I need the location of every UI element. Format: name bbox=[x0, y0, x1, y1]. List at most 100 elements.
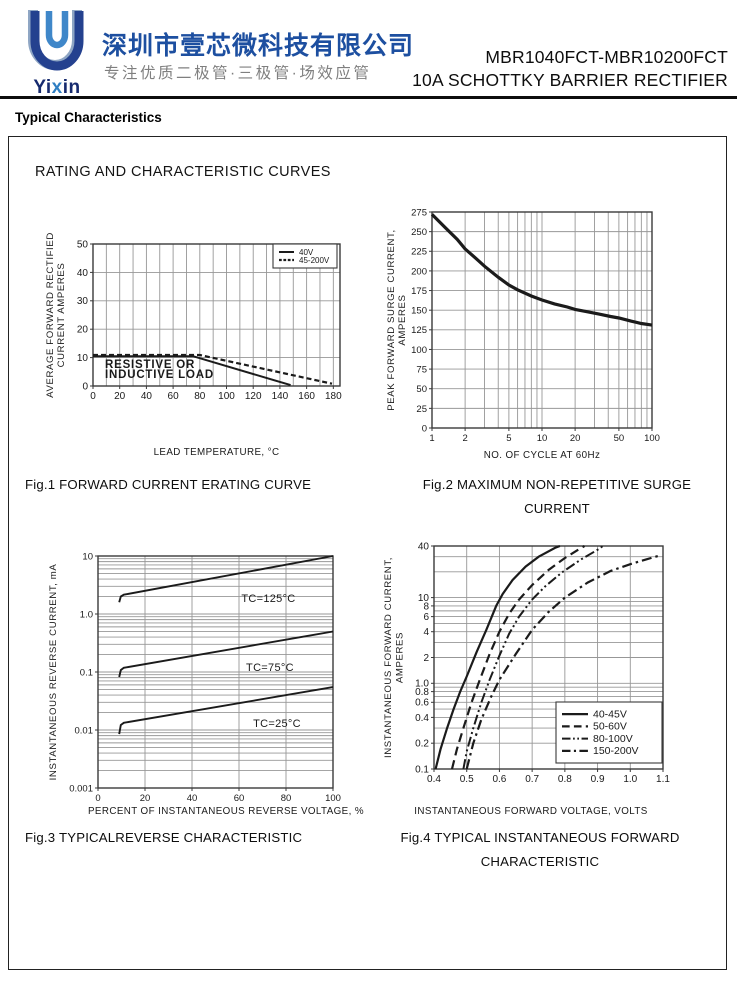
svg-text:40V: 40V bbox=[299, 248, 314, 257]
company-logo: Yixin bbox=[14, 8, 100, 106]
svg-text:40: 40 bbox=[187, 793, 198, 804]
svg-text:80: 80 bbox=[281, 793, 292, 804]
svg-text:0.01: 0.01 bbox=[75, 725, 94, 736]
svg-text:40-45V: 40-45V bbox=[593, 708, 627, 720]
logo-brand-text: Yixin bbox=[33, 77, 81, 98]
svg-text:75: 75 bbox=[416, 364, 427, 375]
svg-text:INSTANTANEOUS FORWARD CURRENT,: INSTANTANEOUS FORWARD CURRENT, bbox=[383, 557, 394, 758]
header-divider bbox=[0, 96, 737, 99]
svg-text:50: 50 bbox=[77, 239, 89, 250]
fig2-plot: 1 2 5 10 20 50 1000255075100125150175200225250… bbox=[386, 207, 660, 444]
svg-text:0: 0 bbox=[90, 391, 96, 402]
svg-text:25: 25 bbox=[416, 404, 427, 415]
svg-text:200: 200 bbox=[411, 266, 427, 277]
svg-text:50-60V: 50-60V bbox=[593, 721, 627, 733]
svg-text:50: 50 bbox=[614, 433, 625, 444]
svg-text:120: 120 bbox=[245, 391, 262, 402]
svg-text:10: 10 bbox=[537, 433, 548, 444]
fig1-caption: Fig.1 FORWARD CURRENT ERATING CURVE bbox=[25, 477, 312, 492]
svg-text:45-200V: 45-200V bbox=[299, 256, 330, 265]
svg-text:0.8: 0.8 bbox=[415, 687, 429, 698]
svg-text:80: 80 bbox=[194, 391, 206, 402]
svg-text:140: 140 bbox=[272, 391, 289, 402]
svg-text:TC=25°C: TC=25°C bbox=[253, 718, 301, 730]
svg-text:AVERAGE FORWARD RECTIFIED: AVERAGE FORWARD RECTIFIED bbox=[45, 233, 56, 398]
svg-text:0.8: 0.8 bbox=[558, 774, 572, 785]
svg-text:0.4: 0.4 bbox=[415, 713, 429, 724]
svg-text:2: 2 bbox=[423, 653, 429, 664]
fig4-chart: 40-45V 50-60V 80-100V 150-200V 0.4 0.5 0.6 0.7 0… bbox=[373, 536, 685, 791]
fig3-plot: TC=125°C TC=75°C TC=25°C 0 20 40 60 80 100 10 1.0 0… bbox=[48, 551, 341, 804]
svg-text:0.7: 0.7 bbox=[525, 774, 539, 785]
svg-text:80-100V: 80-100V bbox=[593, 733, 633, 745]
svg-text:175: 175 bbox=[411, 286, 427, 297]
fig4-caption-line2: CHARACTERISTIC bbox=[480, 854, 600, 869]
svg-text:100: 100 bbox=[644, 433, 660, 444]
svg-text:10: 10 bbox=[418, 593, 430, 604]
svg-text:0: 0 bbox=[422, 423, 427, 434]
logo-u-icon bbox=[28, 10, 84, 71]
svg-text:0: 0 bbox=[95, 793, 100, 804]
characteristics-box bbox=[8, 136, 727, 970]
svg-text:40: 40 bbox=[418, 541, 430, 552]
fig2-caption-line2: CURRENT bbox=[524, 501, 590, 516]
section-title: Typical Characteristics bbox=[15, 110, 162, 125]
svg-text:2: 2 bbox=[462, 433, 467, 444]
fig4-xlabel: INSTANTANEOUS FORWARD VOLTAGE, VOLTS bbox=[414, 806, 648, 817]
svg-text:4: 4 bbox=[423, 627, 429, 638]
svg-text:INDUCTIVE LOAD: INDUCTIVE LOAD bbox=[105, 369, 214, 381]
svg-text:30: 30 bbox=[77, 296, 89, 307]
svg-text:100: 100 bbox=[411, 345, 427, 356]
svg-text:CURRENT AMPERES: CURRENT AMPERES bbox=[56, 263, 67, 368]
svg-text:100: 100 bbox=[325, 793, 341, 804]
svg-text:0.2: 0.2 bbox=[415, 739, 429, 750]
svg-text:150: 150 bbox=[411, 306, 427, 317]
box-title: RATING AND CHARACTERISTIC CURVES bbox=[35, 164, 331, 180]
svg-text:10: 10 bbox=[77, 353, 89, 364]
fig2-xlabel: NO. OF CYCLE AT 60Hz bbox=[483, 450, 601, 461]
svg-text:8: 8 bbox=[423, 601, 429, 612]
part-range: MBR1040FCT-MBR10200FCT bbox=[485, 47, 728, 67]
svg-text:1.0: 1.0 bbox=[80, 609, 93, 620]
svg-text:AMPERES: AMPERES bbox=[397, 294, 408, 345]
svg-text:225: 225 bbox=[411, 247, 427, 258]
company-name: 深圳市壹芯微科技有限公司 bbox=[102, 32, 415, 60]
fig1-xlabel: LEAD TEMPERATURE, °C bbox=[153, 447, 280, 458]
svg-text:0.4: 0.4 bbox=[427, 774, 441, 785]
svg-text:100: 100 bbox=[218, 391, 235, 402]
svg-text:1.0: 1.0 bbox=[623, 774, 637, 785]
part-title-block: MBR1040FCT-MBR10200FCT 10A SCHOTTKY BARR… bbox=[380, 46, 728, 91]
fig1-chart: 40V 45-200V RESISTIVE OR INDUCTIVE LOAD 0 20 4… bbox=[40, 232, 362, 420]
svg-text:0.001: 0.001 bbox=[69, 783, 93, 794]
svg-text:20: 20 bbox=[114, 391, 126, 402]
svg-text:1.0: 1.0 bbox=[415, 679, 429, 690]
svg-text:PEAK FORWARD SURGE CURRENT,: PEAK FORWARD SURGE CURRENT, bbox=[386, 229, 397, 410]
svg-text:0: 0 bbox=[82, 381, 88, 392]
svg-text:250: 250 bbox=[411, 227, 427, 238]
svg-text:0.6: 0.6 bbox=[415, 698, 429, 709]
svg-text:0.6: 0.6 bbox=[492, 774, 506, 785]
svg-text:20: 20 bbox=[77, 325, 89, 336]
svg-text:0.1: 0.1 bbox=[80, 667, 93, 678]
fig2-caption-line1: Fig.2 MAXIMUM NON-REPETITIVE SURGE bbox=[422, 477, 692, 492]
fig2-chart: 1 2 5 10 20 50 100 0 25 50 75 100 125 150 175 200 225 250… bbox=[375, 203, 677, 450]
svg-text:0.9: 0.9 bbox=[591, 774, 605, 785]
svg-text:INSTANTANEOUS REVERSE CURRENT,: INSTANTANEOUS REVERSE CURRENT, mA bbox=[48, 564, 59, 781]
svg-text:0.5: 0.5 bbox=[460, 774, 474, 785]
fig3-xlabel: PERCENT OF INSTANTANEOUS REVERSE VOLTAGE… bbox=[88, 806, 364, 817]
svg-text:10: 10 bbox=[82, 551, 93, 562]
company-tagline: 专注优质二极管·三极管·场效应管 bbox=[104, 65, 372, 82]
svg-text:RESISTIVE OR: RESISTIVE OR bbox=[105, 359, 195, 371]
svg-text:1.1: 1.1 bbox=[656, 774, 670, 785]
svg-text:40: 40 bbox=[77, 268, 89, 279]
svg-text:50: 50 bbox=[416, 384, 427, 395]
svg-text:6: 6 bbox=[423, 612, 429, 623]
fig3-chart: TC=125°C TC=75°C TC=25°C 0 20 40 60 80 100 10 1.0 0… bbox=[38, 546, 360, 809]
svg-text:TC=125°C: TC=125°C bbox=[241, 593, 295, 605]
fig4-caption-line1: Fig.4 TYPICAL INSTANTANEOUS FORWARD bbox=[400, 830, 680, 845]
svg-text:40: 40 bbox=[141, 391, 153, 402]
fig3-caption: Fig.3 TYPICALREVERSE CHARACTERISTIC bbox=[25, 830, 303, 845]
svg-text:1: 1 bbox=[429, 433, 434, 444]
